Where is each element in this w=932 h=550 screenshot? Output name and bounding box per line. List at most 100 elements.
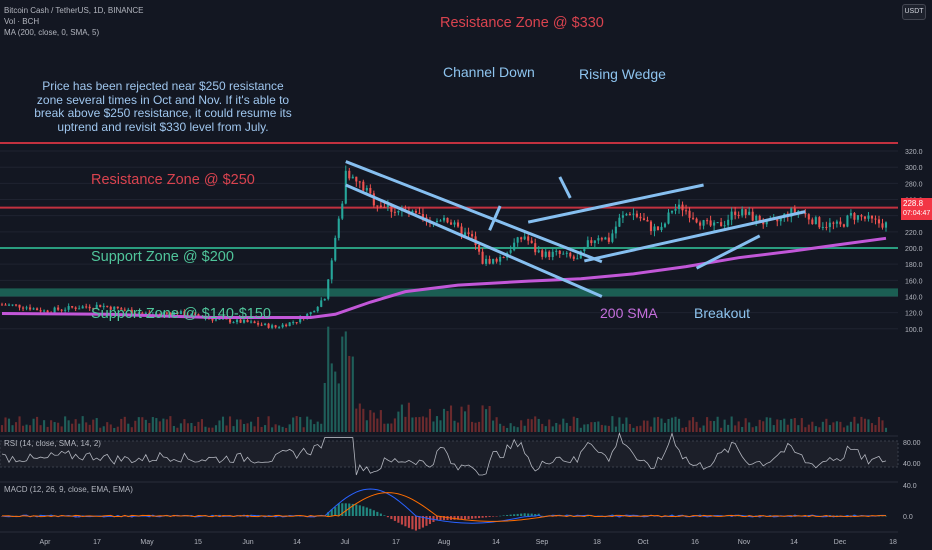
volume-bar bbox=[165, 419, 168, 432]
volume-bar bbox=[492, 420, 495, 432]
volume-bar bbox=[337, 383, 340, 432]
candle-body bbox=[509, 250, 512, 253]
time-tick: 14 bbox=[492, 539, 500, 546]
volume-bar bbox=[646, 420, 649, 432]
volume-bar bbox=[358, 403, 361, 432]
candle-body bbox=[46, 310, 49, 313]
candle-body bbox=[14, 304, 18, 306]
volume-bar bbox=[807, 424, 810, 432]
volume-bar bbox=[706, 417, 709, 432]
volume-bar bbox=[839, 421, 842, 432]
volume-bar bbox=[393, 418, 396, 432]
volume-bar bbox=[544, 426, 547, 432]
volume-bar bbox=[193, 426, 196, 432]
volume-bar bbox=[502, 425, 505, 432]
currency-button[interactable]: USDT bbox=[902, 4, 926, 20]
candle-body bbox=[604, 237, 607, 240]
macd-histogram-bar bbox=[530, 513, 533, 516]
volume-bar bbox=[625, 417, 628, 432]
candle-body bbox=[614, 226, 617, 234]
candle-body bbox=[877, 219, 881, 224]
volume-bar bbox=[786, 424, 789, 432]
candle-body bbox=[211, 318, 214, 321]
volume-bar bbox=[88, 424, 91, 432]
candle-body bbox=[127, 309, 130, 311]
volume-bar bbox=[127, 423, 130, 432]
volume-bar bbox=[288, 424, 291, 432]
volume-bar bbox=[123, 416, 126, 432]
candle-body bbox=[130, 309, 133, 314]
volume-bar bbox=[534, 416, 537, 432]
candle-body bbox=[169, 313, 172, 316]
candle-body bbox=[158, 313, 161, 315]
rsi-legend: RSI (14, close, SMA, 14, 2) bbox=[4, 439, 101, 448]
volume-bar bbox=[628, 424, 631, 432]
macd-histogram-bar bbox=[502, 515, 505, 516]
volume-bar bbox=[32, 418, 35, 432]
time-tick: Nov bbox=[738, 539, 751, 546]
volume-bar bbox=[428, 408, 432, 432]
volume-bar bbox=[541, 423, 544, 432]
candle-body bbox=[558, 250, 561, 254]
candle-body bbox=[590, 240, 593, 244]
price-tick: 320.0 bbox=[905, 149, 923, 156]
candle-body bbox=[330, 260, 333, 280]
volume-bar bbox=[639, 425, 642, 432]
volume-bar bbox=[716, 416, 719, 432]
volume-bar bbox=[67, 420, 70, 432]
channel-down-label: Channel Down bbox=[443, 64, 535, 80]
volume-bar bbox=[709, 420, 712, 432]
volume-bar bbox=[779, 420, 782, 432]
candle-body bbox=[64, 309, 67, 311]
volume-bar bbox=[411, 417, 414, 432]
time-tick: Aug bbox=[438, 539, 451, 546]
candle-body bbox=[607, 237, 610, 242]
volume-bar bbox=[21, 425, 25, 432]
candle-body bbox=[102, 305, 105, 308]
candle-body bbox=[611, 233, 614, 242]
volume-bar bbox=[467, 404, 470, 432]
candle-body bbox=[828, 222, 831, 228]
time-tick: 14 bbox=[790, 539, 798, 546]
candle-body bbox=[449, 222, 453, 225]
candle-body bbox=[67, 306, 70, 310]
candle-body bbox=[235, 319, 239, 323]
candle-body bbox=[267, 323, 270, 328]
volume-bar bbox=[516, 427, 519, 432]
volume-bar bbox=[221, 416, 225, 432]
candle-body bbox=[274, 325, 277, 328]
volume-bar bbox=[621, 423, 624, 432]
candle-body bbox=[11, 304, 14, 306]
macd-histogram-bar bbox=[471, 516, 474, 519]
volume-bar bbox=[590, 422, 593, 432]
candle-body bbox=[414, 210, 417, 213]
breakout-callout-line bbox=[695, 234, 761, 270]
candle-body bbox=[804, 213, 807, 215]
volume-bar bbox=[635, 426, 638, 432]
sma-label: 200 SMA bbox=[600, 305, 658, 321]
volume-bar bbox=[50, 420, 53, 432]
volume-bar bbox=[239, 419, 242, 432]
candle-body bbox=[471, 234, 474, 237]
macd-histogram-bar bbox=[365, 507, 368, 516]
candle-body bbox=[632, 213, 635, 215]
candle-body bbox=[881, 223, 884, 228]
macd-histogram-bar bbox=[379, 513, 382, 516]
macd-histogram-bar bbox=[60, 516, 63, 517]
volume-bar bbox=[369, 410, 372, 432]
volume-bar bbox=[348, 355, 351, 432]
candle-body bbox=[727, 219, 730, 226]
candle-body bbox=[758, 215, 761, 223]
price-tick: 160.0 bbox=[905, 278, 923, 285]
candle-body bbox=[439, 220, 442, 222]
volume-bar bbox=[811, 421, 814, 432]
volume-bar bbox=[53, 422, 56, 432]
volume-bar bbox=[604, 425, 607, 432]
volume-bar bbox=[4, 417, 7, 432]
macd-histogram-bar bbox=[435, 516, 439, 521]
candle-body bbox=[172, 312, 175, 316]
candle-body bbox=[397, 210, 400, 213]
breakout-label: Breakout bbox=[694, 305, 751, 321]
volume-bar bbox=[60, 426, 63, 432]
candle-body bbox=[165, 312, 168, 314]
